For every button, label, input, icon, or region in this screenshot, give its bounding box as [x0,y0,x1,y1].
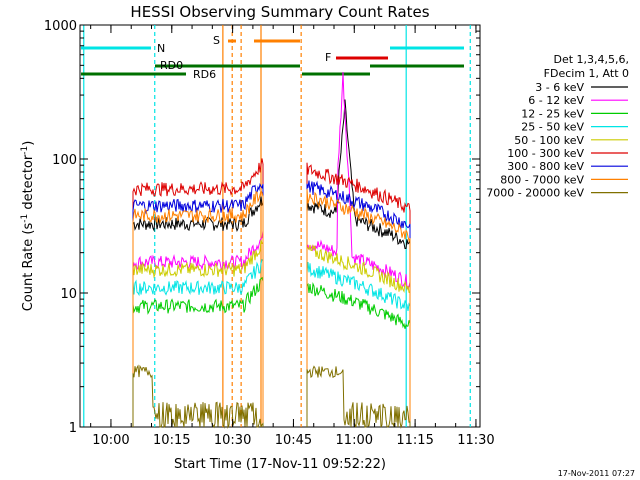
y-axis-label-end: ) [21,141,36,146]
y-axis-label-sup2: -1 [20,146,30,155]
y-axis-label: Count Rate (s-1 detector-1) [20,141,36,312]
legend-header-1: Det 1,3,4,5,6, [553,53,629,66]
series-line-2 [306,282,411,427]
series-line-4 [306,243,411,427]
y-axis-label-sup1: -1 [20,214,30,223]
legend-label: 7000 - 20000 keV [486,187,584,200]
x-tick-label: 10:45 [275,433,312,448]
x-tick-label: 10:30 [214,433,251,448]
legend: Det 1,3,4,5,6, FDecim 1, Att 0 3 - 6 keV… [486,53,629,200]
flag-label-f: F [325,51,331,64]
legend-label: 6 - 12 keV [528,94,584,107]
series-line-8 [306,365,411,429]
legend-label: 3 - 6 keV [535,81,584,94]
x-tick-label: 10:15 [153,433,190,448]
y-tick-label: 100 [52,153,77,168]
series-line-3 [306,261,411,427]
series-line-5 [306,162,411,427]
legend-label: 800 - 7000 keV [500,173,584,186]
x-axis-ticks: 10:00 10:15 10:30 10:45 11:00 11:15 11:30 [90,25,495,448]
flag-label-n: N [157,42,165,55]
legend-label: 50 - 100 keV [514,134,584,147]
series-line-5 [132,158,264,427]
y-tick-label: 10 [60,287,77,302]
series-line-3 [132,258,264,427]
series-line-7 [132,189,264,427]
flag-label-rd0: RD0 [160,59,183,72]
legend-label: 12 - 25 keV [521,107,584,120]
legend-label: 300 - 800 keV [507,160,584,173]
chart-title: HESSI Observing Summary Count Rates [130,3,429,21]
series-line-8 [132,364,264,429]
legend-label: 25 - 50 keV [521,121,584,134]
series-line-4 [132,239,264,427]
y-tick-label: 1 [69,421,77,436]
plot-area: N S F RD0 RD6 10:00 10:15 10:30 10:45 11:00 11:15… [44,19,495,448]
y-tick-label: 1000 [44,19,77,34]
footer-date: 17-Nov-2011 07:27 [558,469,635,478]
x-tick-label: 11:00 [336,433,373,448]
flag-label-s: S [213,34,220,47]
series-line-7 [306,189,411,427]
series-line-6 [306,180,411,427]
x-axis-label: Start Time (17-Nov-11 09:52:22) [174,457,386,472]
legend-header-2: FDecim 1, Att 0 [544,67,629,80]
series-line-2 [132,276,264,427]
flag-label-rd6: RD6 [193,68,216,81]
flag-bars: N S F RD0 RD6 [81,34,464,81]
series-line-1 [132,231,264,427]
legend-label: 100 - 300 keV [507,147,584,160]
y-axis-ticks: 1 10 100 1000 [44,19,480,436]
series-line-1 [306,71,411,427]
x-tick-label: 10:00 [92,433,129,448]
x-tick-label: 11:15 [396,433,433,448]
x-tick-label: 11:30 [457,433,494,448]
series-lines [132,71,411,429]
y-axis-label-main: Count Rate (s [21,223,36,312]
plot-frame [79,24,481,428]
y-axis-label-mid: detector [21,154,36,214]
